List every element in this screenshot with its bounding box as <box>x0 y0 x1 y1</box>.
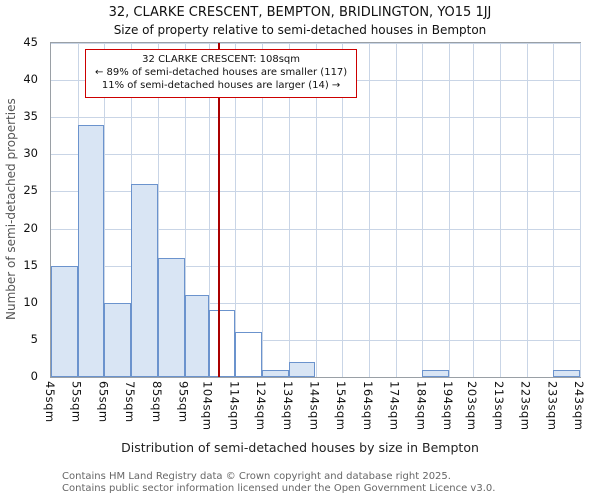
x-tick-label: 213sqm <box>491 381 506 431</box>
gridline-vertical <box>235 43 237 377</box>
y-tick-label: 40 <box>23 72 38 87</box>
x-tick-label: 194sqm <box>441 381 456 431</box>
gridline-vertical <box>184 43 186 377</box>
x-axis-label: Distribution of semi-detached houses by … <box>121 440 479 455</box>
x-tick-label: 154sqm <box>334 381 349 431</box>
x-tick-label: 85sqm <box>149 381 164 423</box>
x-tick-label: 174sqm <box>387 381 402 431</box>
y-tick-label: 35 <box>23 109 38 124</box>
histogram-bar <box>51 265 78 377</box>
gridline-vertical <box>499 43 501 377</box>
chart-subtitle: Size of property relative to semi-detach… <box>113 23 487 37</box>
gridline-vertical <box>342 43 344 377</box>
x-tick-label: 45sqm <box>43 381 57 423</box>
gridline-vertical <box>580 43 581 377</box>
x-tick-label: 65sqm <box>96 381 111 423</box>
chart-title: 32, CLARKE CRESCENT, BEMPTON, BRIDLINGTO… <box>108 5 492 20</box>
x-tick-label: 164sqm <box>360 381 375 431</box>
x-tick-label: 203sqm <box>465 381 480 431</box>
y-tick-label: 20 <box>23 220 38 235</box>
x-tick-label: 95sqm <box>176 381 191 423</box>
histogram-bar <box>77 124 105 377</box>
histogram-bar <box>553 369 580 377</box>
y-tick-label: 0 <box>30 369 38 383</box>
gridline-vertical <box>262 43 264 377</box>
annotation-line-3: 11% of semi-detached houses are larger (… <box>101 80 341 92</box>
x-tick-label: 134sqm <box>280 381 295 431</box>
x-tick-label: 75sqm <box>123 381 138 423</box>
annotation-line-2: ← 89% of semi-detached houses are smalle… <box>95 67 348 79</box>
gridline-vertical <box>422 43 424 377</box>
gridline-vertical <box>104 43 106 377</box>
x-tick-label: 184sqm <box>414 381 429 431</box>
histogram-bar <box>288 362 316 377</box>
gridline-vertical <box>315 43 317 377</box>
annotation-line-1: 32 CLARKE CRESCENT: 108sqm <box>142 54 301 65</box>
x-tick-label: 114sqm <box>227 381 242 431</box>
y-tick-label: 10 <box>23 294 38 309</box>
x-tick-label: 104sqm <box>200 381 215 431</box>
histogram-bar <box>104 302 132 377</box>
plot-area: 32 CLARKE CRESCENT: 108sqm ← 89% of semi… <box>50 42 581 378</box>
x-tick-label: 243sqm <box>572 381 586 431</box>
property-marker-line <box>218 43 221 377</box>
histogram-bar <box>184 295 209 377</box>
footer-line-1: Contains HM Land Registry data © Crown c… <box>62 471 451 482</box>
y-tick-label: 45 <box>23 35 38 49</box>
property-annotation-box: 32 CLARKE CRESCENT: 108sqm ← 89% of semi… <box>85 49 358 98</box>
y-tick-label: 5 <box>30 331 38 346</box>
x-tick-label: 233sqm <box>545 381 560 431</box>
gridline-vertical <box>449 43 451 377</box>
y-tick-label: 15 <box>23 257 38 272</box>
y-tick-label: 30 <box>23 146 38 161</box>
gridline-vertical <box>473 43 475 377</box>
gridline-vertical <box>288 43 290 377</box>
histogram-bar <box>131 184 158 377</box>
y-axis-ticks: 0 5 10 15 20 25 30 35 40 45 <box>0 35 44 383</box>
x-tick-label: 223sqm <box>518 381 533 431</box>
x-axis-ticks: 45sqm 55sqm 65sqm 75sqm 85sqm 95sqm 104sqm 114s… <box>43 381 586 439</box>
gridline-vertical <box>368 43 370 377</box>
x-tick-label: 144sqm <box>307 381 322 431</box>
histogram-bar <box>235 332 263 377</box>
x-tick-label: 55sqm <box>69 381 84 423</box>
histogram-bar <box>157 258 185 377</box>
gridline-vertical <box>553 43 555 377</box>
gridline-vertical <box>395 43 397 377</box>
footer-line-2: Contains public sector information licen… <box>62 483 496 494</box>
histogram-bar <box>262 369 289 377</box>
gridline-vertical <box>157 43 159 377</box>
gridline-vertical <box>526 43 528 377</box>
attribution-footer: Contains HM Land Registry data © Crown c… <box>62 471 495 495</box>
histogram-bar <box>422 369 450 377</box>
histogram-bar <box>208 310 236 377</box>
y-tick-label: 25 <box>23 183 38 198</box>
x-tick-label: 124sqm <box>254 381 269 431</box>
gridline-vertical <box>208 43 210 377</box>
